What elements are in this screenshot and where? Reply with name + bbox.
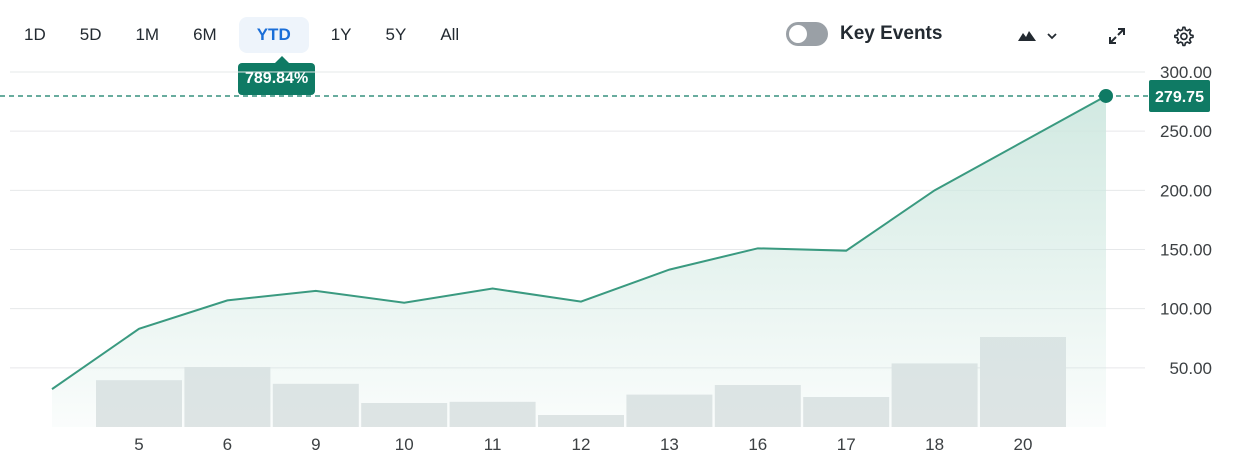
y-tick-label: 150.00: [1160, 241, 1212, 260]
y-tick-label: 200.00: [1160, 181, 1212, 200]
x-tick-label: 13: [660, 435, 679, 454]
y-tick-label: 50.00: [1169, 359, 1212, 378]
range-6m-button[interactable]: 6M: [193, 25, 217, 44]
range-all-button[interactable]: All: [440, 25, 460, 44]
gear-icon: [1174, 26, 1194, 47]
price-area: [52, 95, 1106, 428]
chart-type-button[interactable]: [1010, 20, 1066, 52]
mountain-chart-icon: [1018, 31, 1036, 41]
range-5d-button[interactable]: 5D: [79, 25, 102, 44]
last-price-label: 279.75: [1155, 89, 1204, 106]
y-axis-labels: 300.00 250.00 200.00 150.00 100.00 50.00: [1160, 63, 1212, 378]
last-price-dot: [1099, 88, 1113, 103]
x-tick-label: 12: [572, 435, 591, 454]
toggle-switch[interactable]: [786, 22, 828, 46]
expand-icon: [1109, 28, 1125, 44]
chevron-down-icon: [1047, 33, 1057, 40]
toggle-knob: [789, 25, 807, 43]
settings-button[interactable]: [1168, 20, 1198, 52]
y-tick-label: 300.00: [1160, 63, 1212, 82]
x-tick-label: 10: [395, 435, 414, 454]
key-events-label: Key Events: [840, 23, 943, 44]
ytd-change-badge: 789.84%: [238, 56, 316, 95]
x-tick-label: 5: [134, 435, 143, 454]
fullscreen-button[interactable]: [1102, 20, 1132, 52]
price-line: [51, 95, 1107, 390]
time-range-selector: 1D 5D 1M 6M YTD 1Y 5Y All: [12, 17, 481, 53]
price-area-fill: [52, 95, 1106, 428]
range-1y-button[interactable]: 1Y: [330, 25, 352, 44]
last-price-badge: [1149, 79, 1210, 112]
x-tick-label: 20: [1014, 435, 1033, 454]
x-tick-label: 6: [223, 435, 232, 454]
x-tick-label: 18: [925, 435, 944, 454]
x-axis-labels: 5 6 9 10 11 12 13 16 17 18 20: [134, 435, 1032, 454]
y-tick-label: 250.00: [1160, 122, 1212, 141]
range-ytd-button[interactable]: YTD: [238, 17, 309, 53]
x-tick-label: 9: [311, 435, 320, 454]
key-events-toggle[interactable]: Key Events: [786, 22, 942, 46]
x-tick-label: 16: [748, 435, 767, 454]
x-tick-label: 17: [837, 435, 856, 454]
y-tick-label: 100.00: [1160, 300, 1212, 319]
x-tick-label: 11: [484, 435, 502, 454]
range-1m-button[interactable]: 1M: [135, 25, 160, 44]
last-price-marker: 279.75: [0, 79, 1210, 112]
range-5y-button[interactable]: 5Y: [385, 25, 407, 44]
range-1d-button[interactable]: 1D: [24, 25, 46, 44]
